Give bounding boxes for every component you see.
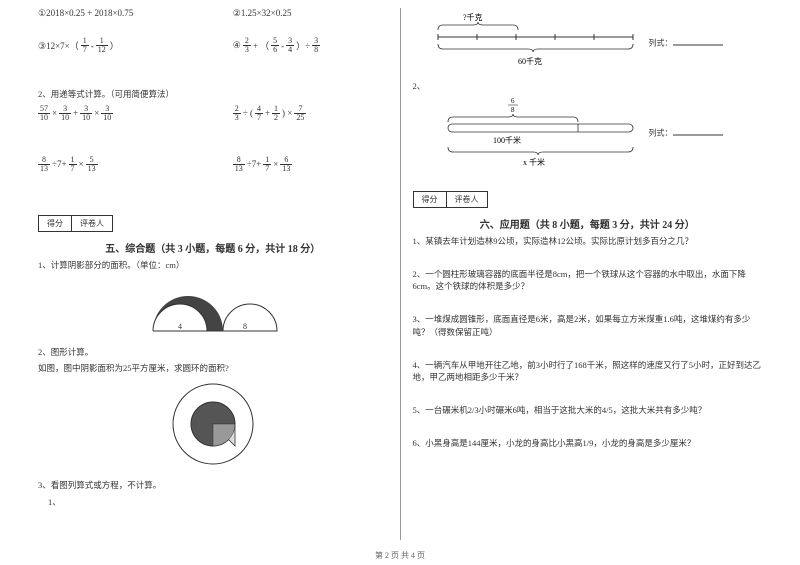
diagram-2: 6 8 100千米 x 千米 列式： bbox=[433, 97, 653, 167]
section-6-title: 六、应用题（共 8 小题，每题 3 分，共计 24 分） bbox=[413, 216, 763, 231]
q6-2: 2、一个圆柱形玻璃容器的底面半径是8cm，把一个铁球从这个容器的水中取出，水面下… bbox=[413, 268, 763, 294]
fraction: 17 bbox=[263, 156, 271, 173]
expr-row-3: 5710 × 310 + 310 × 310 23 ÷ ( 47 + 12 ) … bbox=[38, 105, 388, 122]
fraction: 23 bbox=[243, 37, 251, 54]
expr-2b: 23 ÷ ( 47 + 12 ) × 725 bbox=[233, 105, 388, 122]
fraction: 34 bbox=[286, 37, 294, 54]
fraction: 613 bbox=[280, 156, 292, 173]
grader-label: 评卷人 bbox=[447, 192, 487, 207]
svg-text:8: 8 bbox=[511, 106, 515, 114]
expr-1d: ④ 23 + （ 56 - 34 ）÷ 38 bbox=[233, 37, 388, 54]
expr-row-2: ③12×7×（ 17 - 112 ） ④ 23 + （ 56 - 34 ）÷ 3… bbox=[38, 37, 388, 54]
s5-q3: 3、看图列算式或方程，不计算。 bbox=[38, 479, 388, 492]
expr-row-4: 813 ÷7+ 17 × 513 813 ÷7+ 17 × 613 bbox=[38, 156, 388, 173]
s5-q2a: 2、图形计算。 bbox=[38, 346, 388, 359]
svg-text:60千克: 60千克 bbox=[518, 56, 542, 66]
q6-6: 6、小黑身高是144厘米，小龙的身高比小黑高1/9，小龙的身高是多少厘米？ bbox=[413, 437, 763, 450]
expr-2c: 813 ÷7+ 17 × 513 bbox=[38, 156, 193, 173]
fraction: 513 bbox=[86, 156, 98, 173]
fraction: 310 bbox=[101, 105, 113, 122]
q6-3: 3、一堆煤成圆锥形，底面直径是6米，高是2米，如果每立方米煤重1.6吨，这堆煤约… bbox=[413, 313, 763, 339]
fraction: 56 bbox=[271, 37, 279, 54]
grader-label: 评卷人 bbox=[72, 216, 112, 231]
s5-q2b: 如图，图中阴影面积为25平方厘米，求圆环的面积? bbox=[38, 362, 388, 375]
fraction: 38 bbox=[312, 37, 320, 54]
expr-1a: ①2018×0.25 + 2018×0.75 bbox=[38, 8, 193, 19]
s5-q3-1: 1、 bbox=[38, 496, 388, 509]
figure-ring bbox=[38, 379, 388, 469]
page-footer: 第 2 页 共 4 页 bbox=[0, 550, 800, 561]
diagram-1: ?千克 60千克 列式： bbox=[433, 12, 653, 72]
expr-2d: 813 ÷7+ 17 × 613 bbox=[233, 156, 388, 173]
svg-text:8: 8 bbox=[243, 322, 247, 331]
score-label: 得分 bbox=[39, 216, 72, 231]
score-label: 得分 bbox=[414, 192, 447, 207]
r-q2: 2、 bbox=[413, 80, 763, 93]
score-box: 得分 评卷人 bbox=[38, 215, 113, 232]
fraction: 23 bbox=[233, 105, 241, 122]
expr-2a: 5710 × 310 + 310 × 310 bbox=[38, 105, 193, 122]
fraction: 47 bbox=[255, 105, 263, 122]
svg-text:6: 6 bbox=[511, 97, 515, 105]
formula-label-1: 列式： bbox=[649, 36, 723, 49]
right-column: ?千克 60千克 列式： 2、 6 8 bbox=[405, 8, 771, 540]
svg-text:x 千米: x 千米 bbox=[523, 157, 545, 167]
figure-arcs: 4 8 bbox=[38, 276, 388, 336]
fraction: 310 bbox=[59, 105, 71, 122]
fraction: 17 bbox=[81, 37, 89, 54]
q6-5: 5、一台碾米机2/3小时碾米6吨，相当于这批大米的4/5，这批大米共有多少吨？ bbox=[413, 404, 763, 417]
fraction: 112 bbox=[96, 37, 108, 54]
fraction: 725 bbox=[294, 105, 306, 122]
q2-title: 2、用递等式计算。（可用简便算法） bbox=[38, 88, 388, 101]
fraction: 12 bbox=[272, 105, 280, 122]
expr-1b: ②1.25×32×0.25 bbox=[233, 8, 388, 19]
fraction: 310 bbox=[80, 105, 92, 122]
s5-q1: 1、计算阴影部分的面积。（单位：cm） bbox=[38, 259, 388, 272]
page-container: ①2018×0.25 + 2018×0.75 ②1.25×32×0.25 ③12… bbox=[0, 0, 800, 540]
formula-label-2: 列式： bbox=[649, 125, 723, 138]
expr-1c: ③12×7×（ 17 - 112 ） bbox=[38, 37, 193, 54]
fraction: 17 bbox=[69, 156, 77, 173]
fraction: 813 bbox=[38, 156, 50, 173]
score-box-2: 得分 评卷人 bbox=[413, 191, 488, 208]
column-divider bbox=[400, 8, 401, 540]
svg-text:4: 4 bbox=[178, 322, 182, 331]
section-5-title: 五、综合题（共 3 小题，每题 6 分，共计 18 分） bbox=[38, 240, 388, 255]
q6-1: 1、某镇去年计划造林9公顷，实际造林12公顷。实际比原计划多百分之几？ bbox=[413, 235, 763, 248]
fraction: 813 bbox=[233, 156, 245, 173]
q6-4: 4、一辆汽车从甲地开往乙地，前3小时行了168千米，照这样的速度又行了5小时，正… bbox=[413, 359, 763, 385]
expr-row-1: ①2018×0.25 + 2018×0.75 ②1.25×32×0.25 bbox=[38, 8, 388, 19]
fraction: 5710 bbox=[38, 105, 50, 122]
left-column: ①2018×0.25 + 2018×0.75 ②1.25×32×0.25 ③12… bbox=[30, 8, 396, 540]
svg-text:100千米: 100千米 bbox=[493, 135, 521, 145]
svg-text:?千克: ?千克 bbox=[463, 12, 483, 22]
